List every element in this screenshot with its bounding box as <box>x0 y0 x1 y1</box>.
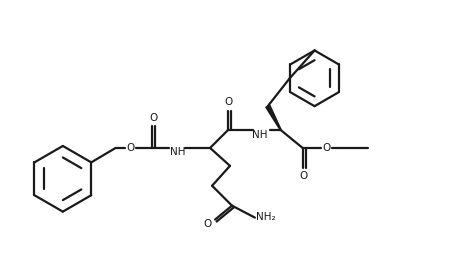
Text: O: O <box>126 143 135 153</box>
Polygon shape <box>266 105 281 130</box>
Text: NH₂: NH₂ <box>256 212 276 222</box>
Text: O: O <box>203 219 211 229</box>
Text: O: O <box>300 171 308 181</box>
Text: O: O <box>225 97 233 107</box>
Text: O: O <box>322 143 331 153</box>
Text: O: O <box>149 113 158 123</box>
Text: NH: NH <box>169 147 185 157</box>
Text: NH: NH <box>252 130 267 140</box>
